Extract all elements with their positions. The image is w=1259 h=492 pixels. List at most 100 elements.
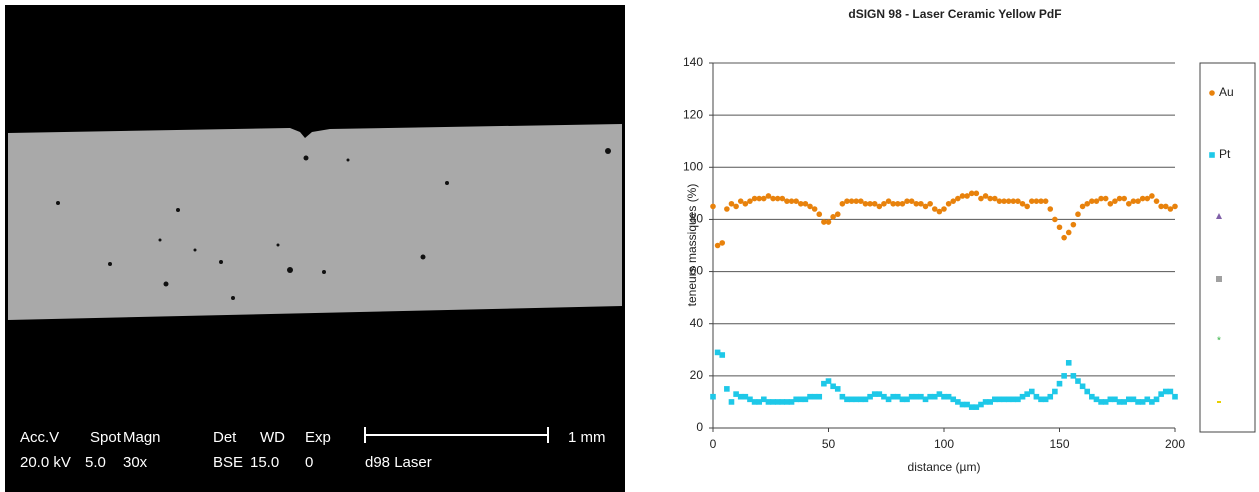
data-point	[973, 190, 980, 197]
data-point	[1010, 198, 1017, 204]
data-point	[1162, 203, 1169, 210]
data-point	[825, 219, 832, 225]
data-point	[1042, 198, 1049, 204]
sem-value: 0	[305, 454, 313, 471]
data-point	[1153, 396, 1160, 403]
sem-scale: 1 mm	[568, 429, 606, 446]
data-point	[904, 396, 910, 403]
data-point	[1052, 388, 1058, 395]
data-point	[1084, 388, 1091, 395]
data-point	[881, 393, 887, 400]
data-point	[816, 393, 823, 400]
data-point	[904, 198, 910, 204]
data-point	[922, 396, 929, 403]
legend-marker	[1209, 152, 1215, 158]
data-point	[802, 396, 809, 403]
data-point	[1019, 393, 1026, 400]
data-point	[1056, 224, 1063, 231]
data-point	[862, 396, 869, 403]
data-point	[945, 393, 952, 400]
data-point	[1001, 198, 1007, 204]
data-point	[1158, 203, 1164, 210]
data-point	[1139, 195, 1146, 202]
data-point	[733, 391, 739, 397]
x-tick-label: 50	[822, 437, 836, 451]
data-point	[1001, 396, 1007, 403]
data-point	[1093, 396, 1100, 403]
data-point	[1047, 393, 1054, 400]
data-point	[968, 190, 975, 197]
y-tick-label: 60	[690, 264, 704, 278]
data-point	[1065, 229, 1072, 236]
data-point	[737, 198, 744, 204]
data-point	[788, 198, 795, 204]
data-point	[867, 393, 873, 400]
data-point	[858, 198, 864, 204]
data-point	[959, 401, 966, 408]
data-point	[950, 396, 957, 403]
data-point	[774, 399, 781, 405]
data-point	[913, 393, 920, 400]
data-point	[784, 399, 790, 405]
data-point	[756, 195, 762, 202]
data-point	[770, 399, 776, 405]
data-point	[1079, 383, 1086, 390]
data-point	[1010, 396, 1017, 403]
data-point	[918, 393, 924, 400]
data-point	[1121, 195, 1127, 202]
data-point	[770, 195, 776, 202]
data-point	[945, 200, 952, 207]
data-point	[978, 195, 984, 202]
scale-bar	[364, 427, 549, 443]
data-point	[834, 386, 841, 392]
data-point	[982, 193, 989, 199]
data-point	[1167, 206, 1174, 212]
data-point	[913, 200, 920, 207]
data-point	[844, 198, 850, 204]
data-point	[853, 396, 860, 403]
y-tick-label: 40	[690, 316, 704, 330]
legend-label: Pt	[1219, 147, 1231, 161]
data-point	[1033, 393, 1040, 400]
data-point	[1158, 391, 1164, 397]
data-point	[927, 200, 933, 207]
data-point	[895, 200, 901, 207]
data-point	[1056, 380, 1063, 387]
data-point	[807, 393, 813, 400]
data-point	[821, 380, 827, 387]
data-point	[793, 198, 799, 204]
data-point	[1079, 203, 1086, 210]
data-point	[964, 401, 970, 408]
legend	[1199, 62, 1256, 433]
data-point	[714, 349, 721, 356]
data-point	[728, 399, 735, 405]
data-point	[1047, 206, 1054, 212]
data-point	[1070, 373, 1077, 379]
data-point	[1112, 396, 1118, 403]
data-point	[908, 198, 915, 204]
data-point	[719, 352, 726, 358]
data-point	[899, 396, 906, 403]
data-point	[895, 393, 901, 400]
data-point	[724, 386, 730, 392]
data-point	[848, 198, 855, 204]
data-point	[1015, 198, 1021, 204]
data-point	[1015, 396, 1021, 403]
data-point	[1144, 396, 1151, 403]
data-point	[1135, 399, 1141, 405]
data-point	[899, 200, 906, 207]
data-point	[1075, 211, 1081, 218]
y-tick-label: 140	[683, 55, 703, 69]
data-point	[793, 396, 799, 403]
data-point	[955, 195, 961, 202]
data-point	[728, 200, 735, 207]
data-point	[1144, 195, 1151, 202]
sem-value: 30x	[123, 454, 148, 471]
data-point	[1075, 378, 1081, 384]
data-point	[1126, 200, 1132, 207]
data-point	[1089, 393, 1095, 400]
data-point	[1130, 396, 1137, 403]
data-point	[779, 399, 786, 405]
data-point	[881, 200, 887, 207]
